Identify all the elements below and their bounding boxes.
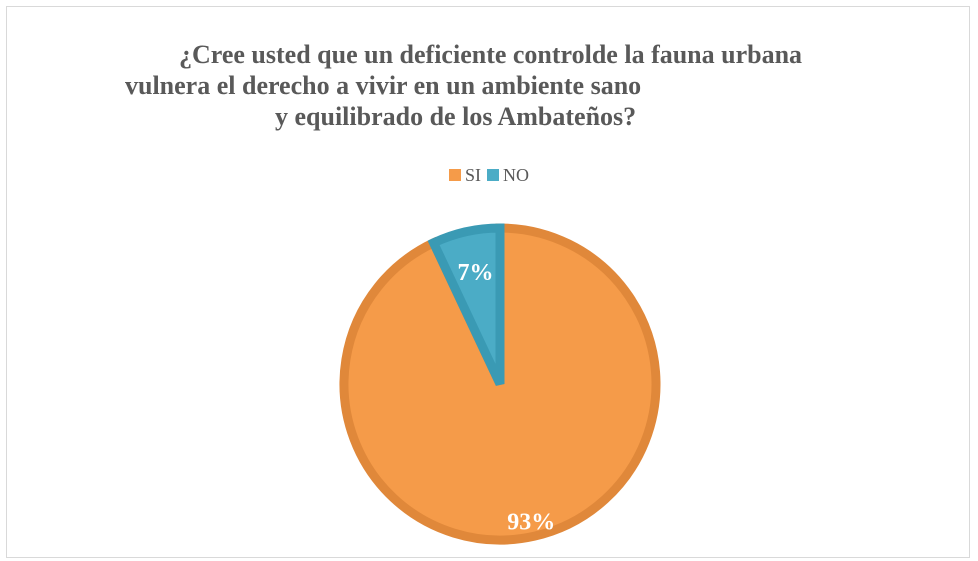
chart-title-line: y equilibrado de los Ambateños? bbox=[275, 102, 637, 131]
chart-title-line: ¿Cree usted que un deficiente controlde … bbox=[179, 40, 803, 69]
legend-swatch-no bbox=[487, 169, 499, 181]
chart-title-line: vulnera el derecho a vivir en un ambient… bbox=[125, 71, 642, 100]
legend-swatch-si bbox=[448, 169, 461, 181]
chart-legend: SI NO bbox=[0, 163, 978, 187]
legend-label-no: NO bbox=[503, 164, 529, 185]
pie-slices bbox=[339, 223, 661, 545]
pie-slice-no bbox=[427, 223, 505, 386]
data-label-no: 7% bbox=[457, 260, 493, 286]
data-label-si: 93% bbox=[507, 510, 555, 536]
legend-label-si: SI bbox=[464, 164, 481, 185]
pie-labels: 93% 7% bbox=[457, 260, 555, 536]
chart-title: ¿Cree usted que un deficiente controlde … bbox=[0, 0, 978, 160]
legend-item-no: NO bbox=[487, 165, 529, 186]
legend-item-si: SI bbox=[448, 164, 481, 186]
